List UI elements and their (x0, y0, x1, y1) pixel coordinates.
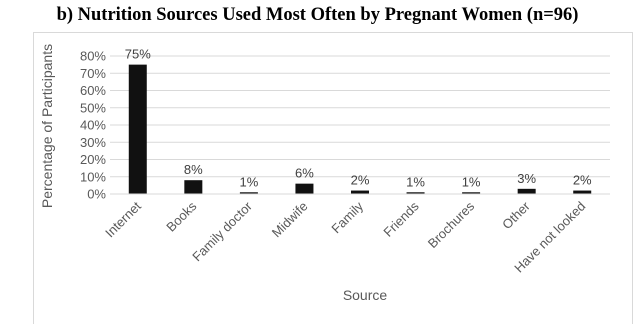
x-tick-label: Friends (380, 198, 422, 240)
data-label: 75% (125, 47, 151, 62)
bars (128, 64, 592, 194)
y-tick-label: 10% (80, 169, 106, 184)
data-labels: 75% 8% 1% 6% 2% 1% 1% 3% 2% (125, 47, 592, 190)
x-tick-label: Internet (102, 198, 144, 240)
data-label: 1% (239, 174, 258, 189)
y-tick-label: 60% (80, 83, 106, 98)
bar (351, 190, 369, 194)
bar (462, 192, 481, 194)
chart-frame (33, 32, 633, 324)
bar (239, 192, 258, 194)
x-tick-label: Brochures (425, 198, 478, 251)
bar (517, 188, 536, 194)
x-tick-label: Books (163, 198, 200, 235)
x-tick-label: Midwife (269, 199, 311, 241)
data-label: 1% (406, 174, 425, 189)
bar (128, 64, 147, 194)
data-label: 1% (462, 174, 481, 189)
data-label: 6% (295, 166, 314, 181)
x-tick-label: Family (328, 198, 366, 236)
y-axis-title: Percentage of Participants (39, 44, 55, 208)
y-tick-label: 0% (87, 187, 106, 202)
y-tick-label: 50% (80, 100, 106, 115)
data-label: 8% (184, 162, 203, 177)
data-label: 2% (351, 173, 370, 188)
data-label: 2% (573, 173, 592, 188)
y-tick-label: 20% (80, 152, 106, 167)
x-tick-label: Other (499, 198, 533, 232)
x-axis-title: Source (343, 287, 388, 303)
bar (406, 192, 425, 194)
y-tick-label: 70% (80, 66, 106, 81)
chart-title: b) Nutrition Sources Used Most Often by … (56, 5, 579, 25)
gridlines (110, 55, 610, 178)
y-tick-label: 80% (80, 49, 106, 64)
x-tick-label: Family doctor (189, 198, 255, 264)
y-tick-label: 40% (80, 118, 106, 133)
bar (295, 183, 314, 194)
bar (184, 180, 203, 194)
bar (573, 190, 592, 194)
data-label: 3% (517, 171, 536, 186)
y-tick-label: 30% (80, 135, 106, 150)
y-axis-ticks: 0% 10% 20% 30% 40% 50% 60% 70% 80% (80, 49, 106, 202)
